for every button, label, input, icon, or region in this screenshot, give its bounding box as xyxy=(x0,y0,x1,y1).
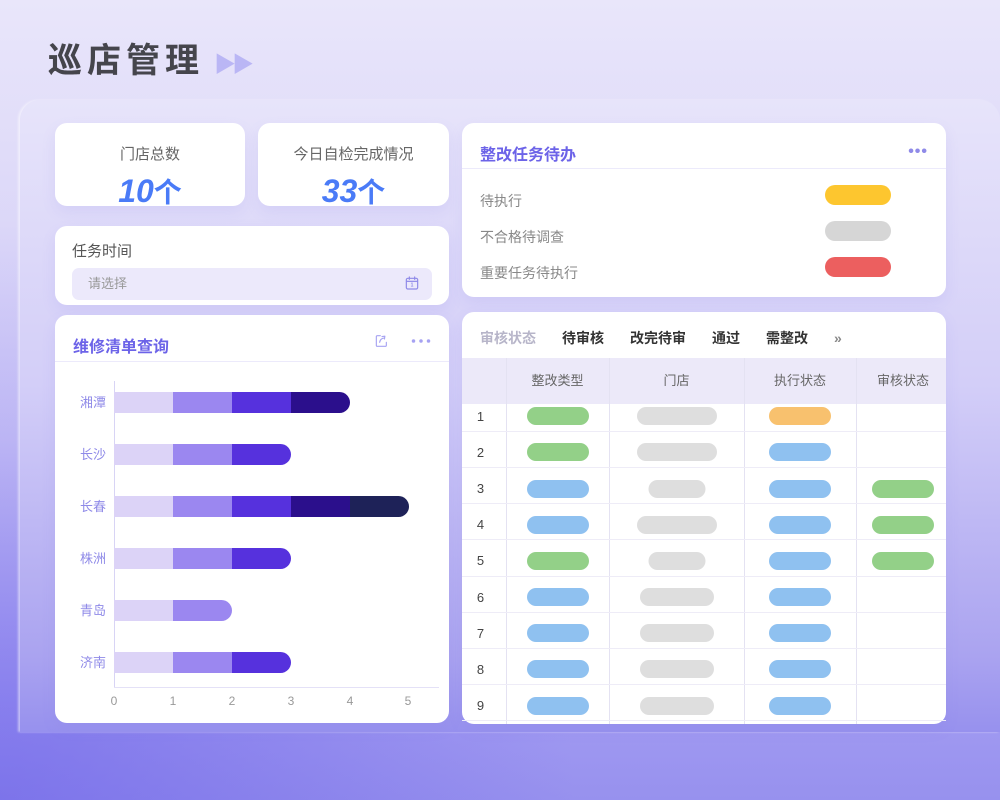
svg-text:1: 1 xyxy=(411,283,414,289)
